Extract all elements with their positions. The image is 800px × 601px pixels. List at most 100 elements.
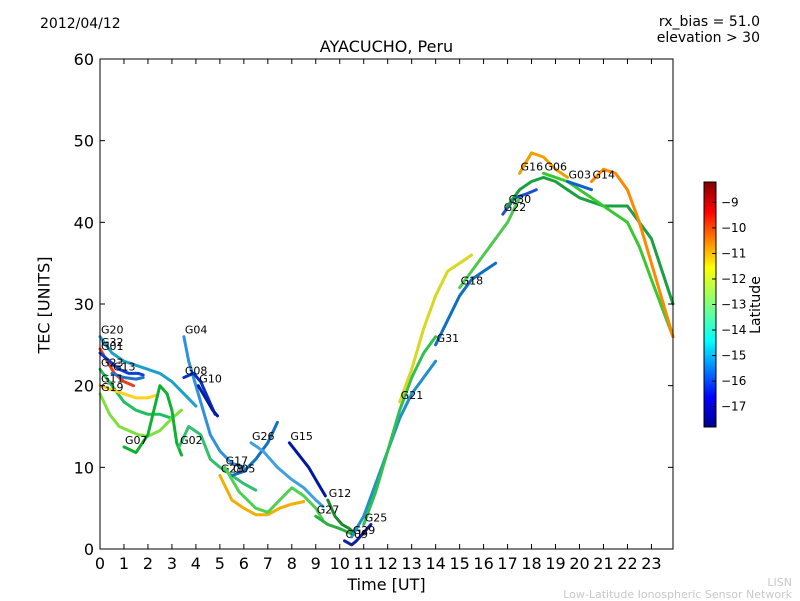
series-label-g16: G16 xyxy=(521,160,544,173)
series-line-g09 xyxy=(343,523,373,547)
series-line-g12 xyxy=(326,498,356,535)
y-tick-label: 10 xyxy=(74,458,94,477)
x-axis-label: Time [UT] xyxy=(347,575,426,594)
series-label-g19: G19 xyxy=(101,381,124,394)
x-tick-label: 12 xyxy=(378,554,398,573)
colorbar-tick-label: −11 xyxy=(721,246,746,260)
x-tick-label: 20 xyxy=(569,554,589,573)
x-tick-label: 3 xyxy=(167,554,177,573)
x-tick-label: 4 xyxy=(191,554,201,573)
series-line-g29 xyxy=(350,359,438,539)
series-line-g18 xyxy=(458,196,522,290)
series-line-g11 xyxy=(98,384,157,400)
colorbar-tick-label: −9 xyxy=(721,195,739,209)
x-tick-label: 10 xyxy=(330,554,350,573)
series-label-g31: G31 xyxy=(437,332,460,345)
chart-title: AYACUCHO, Peru xyxy=(319,37,454,56)
colorbar-tick-label: −14 xyxy=(721,323,746,337)
y-tick-label: 40 xyxy=(74,213,94,232)
series-line-g05 xyxy=(230,420,279,477)
series-line-g02 xyxy=(177,425,258,492)
colorbar-tick-label: −13 xyxy=(721,298,746,312)
x-tick-label: 7 xyxy=(263,554,273,573)
series-line-g20 xyxy=(98,335,198,408)
rx-bias-label: rx_bias = 51.0 elevation > 30 xyxy=(657,14,760,46)
x-tick-label: 0 xyxy=(95,554,105,573)
series-line-g10 xyxy=(196,384,219,418)
series-line-g17 xyxy=(223,465,325,522)
series-line-g13 xyxy=(110,371,145,381)
series-line-g30 xyxy=(506,175,675,306)
y-tick-label: 60 xyxy=(74,50,94,69)
x-tick-label: 23 xyxy=(641,554,661,573)
series-label-g20: G20 xyxy=(101,324,124,337)
y-tick-label: 30 xyxy=(74,295,94,314)
series-label-g13: G13 xyxy=(113,360,136,373)
x-tick-label: 8 xyxy=(287,554,297,573)
series-label-g32: G32 xyxy=(101,336,124,349)
series-label-g07: G07 xyxy=(125,434,148,447)
x-tick-label: 14 xyxy=(425,554,445,573)
series-line-g26 xyxy=(249,441,325,508)
series-line-g16 xyxy=(518,151,569,179)
series-label-g25: G25 xyxy=(365,512,388,525)
x-tick-label: 16 xyxy=(473,554,493,573)
series-label-g08: G08 xyxy=(185,365,208,378)
x-tick-label: 15 xyxy=(449,554,469,573)
y-tick-label: 20 xyxy=(74,377,94,396)
series-line-g25 xyxy=(362,335,438,526)
series-line-g03 xyxy=(566,180,593,192)
elevation-text: elevation > 30 xyxy=(656,30,760,46)
series-label-g14: G14 xyxy=(592,169,615,182)
series-line-g04 xyxy=(182,335,246,469)
colorbar-tick-label: −16 xyxy=(721,374,746,388)
footer-network-name: Low-Latitude Ionospheric Sensor Network xyxy=(563,588,792,601)
series-label-g29: G29 xyxy=(353,524,376,537)
series-line-g07 xyxy=(122,384,183,457)
date-label: 2012/04/12 xyxy=(40,16,121,32)
series-line-g21 xyxy=(398,253,474,404)
series-label-g18: G18 xyxy=(461,275,484,288)
series-line-g31 xyxy=(434,261,498,347)
series-label-g23: G23 xyxy=(101,356,124,369)
x-tick-label: 13 xyxy=(401,554,421,573)
series-line-g23 xyxy=(98,367,174,420)
series-label-g02: G02 xyxy=(180,434,203,447)
colorbar-tick-label: −15 xyxy=(721,349,746,363)
series-label-g11: G11 xyxy=(101,373,124,386)
series-line-g19 xyxy=(98,392,183,438)
colorbar-tick-label: −17 xyxy=(721,400,746,414)
series-label-g15: G15 xyxy=(290,430,313,443)
series-label-g30: G30 xyxy=(509,193,532,206)
x-tick-label: 1 xyxy=(119,554,129,573)
series-line-g28 xyxy=(218,474,306,517)
x-tick-label: 17 xyxy=(497,554,517,573)
series-label-g05: G05 xyxy=(233,463,256,476)
colorbar-tick-label: −10 xyxy=(721,221,746,235)
series-label-g01: G01 xyxy=(101,340,124,353)
series-line-g06 xyxy=(542,171,675,339)
x-tick-label: 21 xyxy=(593,554,613,573)
series-label-g04: G04 xyxy=(185,324,208,337)
y-tick-label: 50 xyxy=(74,132,94,151)
series-line-g14 xyxy=(590,167,675,339)
x-tick-label: 5 xyxy=(215,554,225,573)
series-line-g01 xyxy=(98,351,145,377)
plot-frame xyxy=(99,58,674,550)
x-tick-label: 11 xyxy=(354,554,374,573)
series-label-g21: G21 xyxy=(401,389,424,402)
series-label-g10: G10 xyxy=(199,373,222,386)
x-tick-label: 9 xyxy=(311,554,321,573)
series-line-g15 xyxy=(287,441,327,498)
series-label-g03: G03 xyxy=(569,169,592,182)
series-label-g17: G17 xyxy=(226,454,249,467)
series-label-g06: G06 xyxy=(545,160,568,173)
x-tick-label: 2 xyxy=(143,554,153,573)
x-tick-label: 18 xyxy=(521,554,541,573)
series-label-g27: G27 xyxy=(317,503,340,516)
series-label-g12: G12 xyxy=(329,487,352,500)
x-tick-label: 19 xyxy=(545,554,565,573)
footer-lisn: LISN xyxy=(767,576,792,589)
x-tick-label: 6 xyxy=(239,554,249,573)
